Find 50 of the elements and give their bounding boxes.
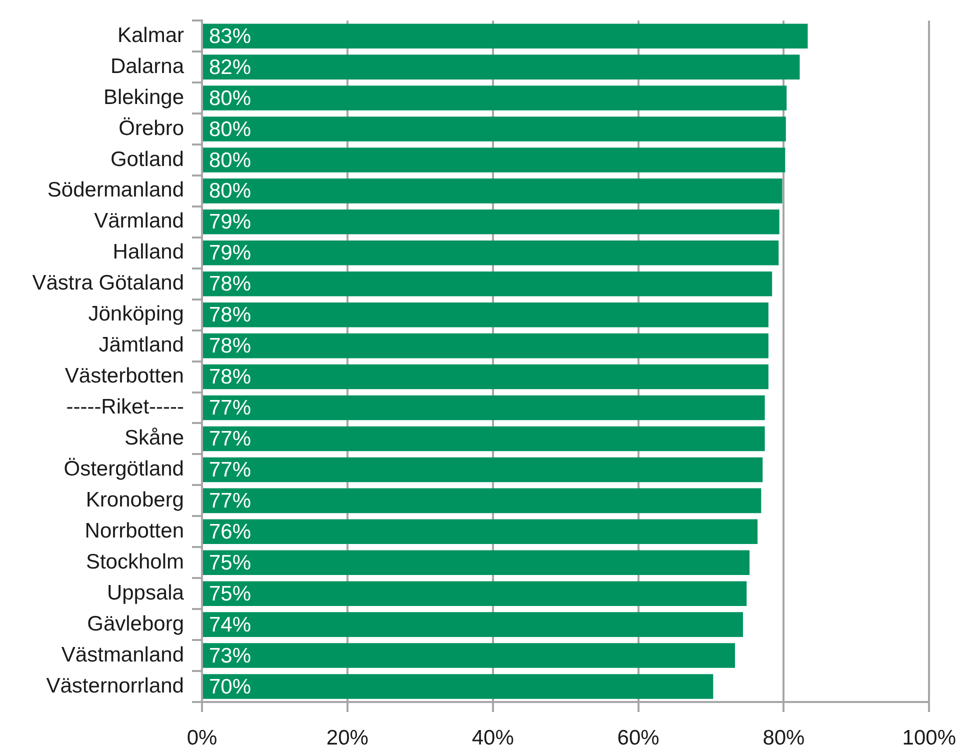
- y-tick-label: Kronoberg: [86, 488, 184, 512]
- data-label: 75%: [209, 551, 252, 574]
- y-tick-label: Blekinge: [103, 86, 184, 109]
- x-tick-label: 0%: [186, 726, 218, 750]
- y-tick-label: -----Riket-----: [66, 396, 184, 419]
- y-tick-label: Gotland: [110, 148, 184, 171]
- y-tick-label: Jämtland: [98, 334, 184, 357]
- y-tick-label: Jönköping: [88, 302, 184, 326]
- data-label: 78%: [209, 366, 252, 389]
- data-label: 83%: [209, 24, 252, 48]
- y-tick-label: Stockholm: [86, 550, 184, 574]
- data-label: 79%: [209, 210, 252, 234]
- data-label: 77%: [209, 489, 252, 512]
- y-tick-label: Gävleborg: [87, 612, 184, 636]
- y-tick-label: Västerbotten: [64, 364, 184, 388]
- data-label: 78%: [209, 272, 252, 296]
- data-label: 80%: [209, 180, 252, 203]
- data-label: 77%: [209, 428, 252, 451]
- x-tick-label: 80%: [762, 726, 805, 750]
- data-label: 82%: [209, 56, 252, 79]
- y-tick-label: Västernorrland: [46, 674, 184, 698]
- x-tick-label: 40%: [472, 726, 514, 750]
- data-label: 70%: [209, 675, 252, 698]
- y-tick-label: Örebro: [118, 116, 184, 140]
- data-label: 78%: [209, 334, 252, 358]
- y-tick-label: Värmland: [94, 210, 184, 233]
- y-tick-label: Kalmar: [117, 24, 184, 47]
- data-label: 80%: [209, 118, 252, 141]
- y-tick-label: Västra Götaland: [32, 272, 184, 295]
- x-tick-label: 100%: [902, 726, 956, 750]
- data-label: 77%: [209, 396, 252, 420]
- data-label: 74%: [209, 613, 252, 636]
- data-label: 75%: [209, 582, 252, 606]
- data-label: 80%: [209, 86, 252, 110]
- data-label: 79%: [209, 242, 252, 265]
- y-tick-label: Västmanland: [61, 643, 184, 666]
- y-tick-label: Skåne: [124, 426, 184, 450]
- y-tick-label: Halland: [112, 240, 184, 264]
- data-label: 78%: [209, 304, 252, 327]
- data-label: 73%: [209, 644, 252, 668]
- y-tick-label: Södermanland: [47, 178, 184, 202]
- x-tick-label: 20%: [326, 726, 368, 750]
- y-tick-label: Uppsala: [106, 581, 184, 604]
- y-tick-label: Östergötland: [64, 458, 184, 480]
- data-label: 76%: [209, 520, 252, 544]
- y-tick-label: Norrbotten: [84, 519, 184, 542]
- y-tick-label: Dalarna: [110, 54, 184, 78]
- x-tick-label: 60%: [617, 726, 660, 750]
- data-label: 77%: [209, 458, 252, 482]
- data-label: 80%: [209, 148, 252, 172]
